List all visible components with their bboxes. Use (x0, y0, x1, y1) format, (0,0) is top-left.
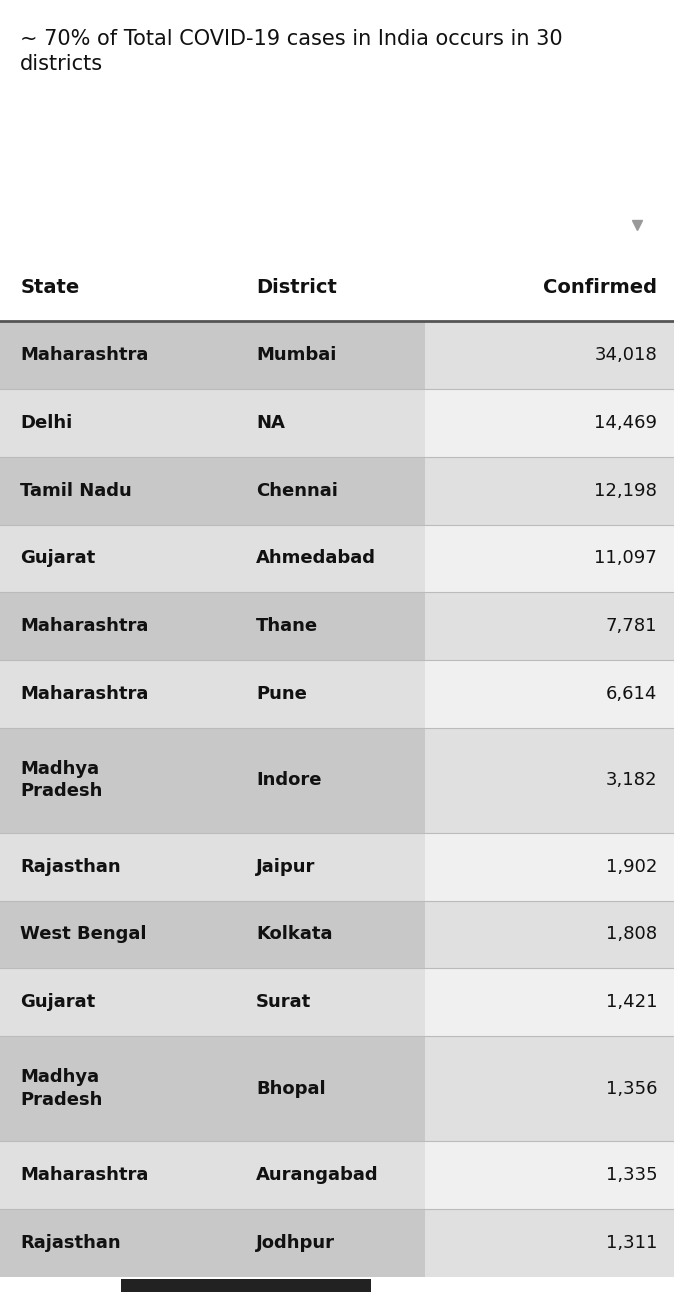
Bar (425, 321, 674, 389)
Text: 1,335: 1,335 (605, 1166, 657, 1184)
Bar (0, 456, 425, 524)
Bar (425, 968, 674, 1036)
Text: Confirmed: Confirmed (543, 278, 657, 296)
Text: Jodhpur: Jodhpur (256, 1234, 335, 1252)
Text: 1,421: 1,421 (606, 993, 657, 1011)
Bar (0, 968, 425, 1036)
Bar (0, 593, 425, 660)
Text: Delhi: Delhi (20, 413, 73, 432)
Text: Ahmedabad: Ahmedabad (256, 550, 376, 567)
Text: 14,469: 14,469 (594, 413, 657, 432)
Text: 1,808: 1,808 (606, 926, 657, 944)
Bar (0, 389, 425, 456)
Bar (0, 833, 425, 901)
Text: Jaipur: Jaipur (256, 858, 315, 876)
Text: Maharashtra: Maharashtra (20, 1166, 148, 1184)
Text: Maharashtra: Maharashtra (20, 346, 148, 364)
Text: Surat: Surat (256, 993, 311, 1011)
Text: 12,198: 12,198 (594, 481, 657, 499)
Text: Rajasthan: Rajasthan (20, 1234, 121, 1252)
Bar (425, 901, 674, 968)
Text: Tamil Nadu: Tamil Nadu (20, 481, 132, 499)
Text: Aurangabad: Aurangabad (256, 1166, 379, 1184)
Text: 3,182: 3,182 (606, 771, 657, 789)
Text: Gujarat: Gujarat (20, 550, 96, 567)
Text: ~ 70% of Total COVID-19 cases in India occurs in 30
districts: ~ 70% of Total COVID-19 cases in India o… (20, 29, 563, 74)
Text: 1,311: 1,311 (606, 1234, 657, 1252)
Text: Rajasthan: Rajasthan (20, 858, 121, 876)
Text: 6,614: 6,614 (606, 685, 657, 703)
Bar (425, 456, 674, 524)
Bar (0, 1141, 425, 1209)
Text: Thane: Thane (256, 618, 318, 636)
Text: Chennai: Chennai (256, 481, 338, 499)
Text: West Bengal: West Bengal (20, 926, 147, 944)
Text: District: District (256, 278, 337, 296)
Bar (425, 660, 674, 728)
Bar (425, 1036, 674, 1141)
Bar (425, 593, 674, 660)
Text: 1,902: 1,902 (606, 858, 657, 876)
Text: 34,018: 34,018 (594, 346, 657, 364)
Text: Kolkata: Kolkata (256, 926, 333, 944)
Text: Indore: Indore (256, 771, 321, 789)
Bar (0, 1036, 425, 1141)
Text: Bhopal: Bhopal (256, 1079, 326, 1097)
Text: Madhya
Pradesh: Madhya Pradesh (20, 760, 102, 801)
Bar (0, 524, 425, 593)
Bar (425, 728, 674, 833)
Bar (0, 660, 425, 728)
Text: Mumbai: Mumbai (256, 346, 336, 364)
Bar (425, 524, 674, 593)
Bar (0, 901, 425, 968)
Bar (425, 389, 674, 456)
Text: Gujarat: Gujarat (20, 993, 96, 1011)
Bar (425, 1141, 674, 1209)
Bar (0, 728, 425, 833)
Text: Pune: Pune (256, 685, 307, 703)
Text: Maharashtra: Maharashtra (20, 685, 148, 703)
Text: NA: NA (256, 413, 285, 432)
Bar (425, 1209, 674, 1277)
Text: 7,781: 7,781 (606, 618, 657, 636)
Bar (0, 321, 425, 389)
Text: 11,097: 11,097 (594, 550, 657, 567)
Bar (0, 1209, 425, 1277)
Bar (121, 1279, 371, 1292)
Text: Madhya
Pradesh: Madhya Pradesh (20, 1069, 102, 1109)
Bar (425, 833, 674, 901)
Text: State: State (20, 278, 80, 296)
Text: 1,356: 1,356 (606, 1079, 657, 1097)
Text: Maharashtra: Maharashtra (20, 618, 148, 636)
Bar (0, 254, 674, 321)
